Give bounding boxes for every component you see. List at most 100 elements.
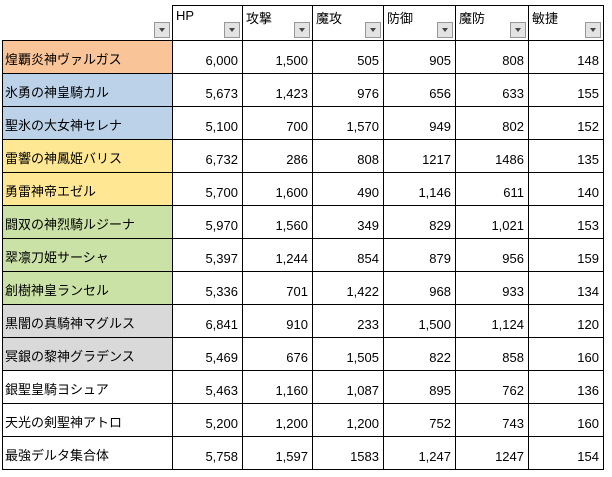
stat-value-cell[interactable]: 611 xyxy=(455,172,529,206)
stat-value-cell[interactable]: 701 xyxy=(242,271,313,305)
stat-value-cell[interactable]: 1,597 xyxy=(242,436,313,470)
stat-value-cell[interactable]: 822 xyxy=(383,337,456,371)
character-name-cell[interactable]: 煌覇炎神ヴァルガス xyxy=(2,40,173,74)
stat-value-cell[interactable]: 154 xyxy=(528,436,604,470)
character-name-cell[interactable]: 翠凛刀姫サーシャ xyxy=(2,238,173,272)
stat-value-cell[interactable]: 505 xyxy=(312,40,384,74)
stat-value-cell[interactable]: 656 xyxy=(383,73,456,107)
stat-value-cell[interactable]: 490 xyxy=(312,172,384,206)
stat-value-cell[interactable]: 895 xyxy=(383,370,456,404)
stat-value-cell[interactable]: 159 xyxy=(528,238,604,272)
stat-value-cell[interactable]: 1217 xyxy=(383,139,456,173)
corner-header-cell[interactable] xyxy=(2,5,173,41)
column-header-defense[interactable]: 防御 xyxy=(383,5,456,41)
stat-value-cell[interactable]: 152 xyxy=(528,106,604,140)
column-header-agility[interactable]: 敏捷 xyxy=(528,5,604,41)
stat-value-cell[interactable]: 976 xyxy=(312,73,384,107)
stat-value-cell[interactable]: 153 xyxy=(528,205,604,239)
stat-value-cell[interactable]: 5,200 xyxy=(172,403,243,437)
filter-dropdown-button[interactable] xyxy=(585,22,601,38)
character-name-cell[interactable]: 勇雷神帝エゼル xyxy=(2,172,173,206)
stat-value-cell[interactable]: 6,732 xyxy=(172,139,243,173)
character-name-cell[interactable]: 黒闇の真騎神マグルス xyxy=(2,304,173,338)
stat-value-cell[interactable]: 1,560 xyxy=(242,205,313,239)
stat-value-cell[interactable]: 1,160 xyxy=(242,370,313,404)
stat-value-cell[interactable]: 1,422 xyxy=(312,271,384,305)
stat-value-cell[interactable]: 136 xyxy=(528,370,604,404)
stat-value-cell[interactable]: 155 xyxy=(528,73,604,107)
stat-value-cell[interactable]: 286 xyxy=(242,139,313,173)
stat-value-cell[interactable]: 140 xyxy=(528,172,604,206)
stat-value-cell[interactable]: 134 xyxy=(528,271,604,305)
stat-value-cell[interactable]: 1,423 xyxy=(242,73,313,107)
stat-value-cell[interactable]: 808 xyxy=(455,40,529,74)
stat-value-cell[interactable]: 5,673 xyxy=(172,73,243,107)
filter-dropdown-button[interactable] xyxy=(154,22,170,38)
stat-value-cell[interactable]: 148 xyxy=(528,40,604,74)
stat-value-cell[interactable]: 1486 xyxy=(455,139,529,173)
stat-value-cell[interactable]: 879 xyxy=(383,238,456,272)
stat-value-cell[interactable]: 5,469 xyxy=(172,337,243,371)
character-name-cell[interactable]: 氷勇の神皇騎カル xyxy=(2,73,173,107)
character-name-cell[interactable]: 天光の剣聖神アトロ xyxy=(2,403,173,437)
column-header-magic-attack[interactable]: 魔攻 xyxy=(312,5,384,41)
stat-value-cell[interactable]: 1,146 xyxy=(383,172,456,206)
stat-value-cell[interactable]: 858 xyxy=(455,337,529,371)
character-name-cell[interactable]: 創樹神皇ランセル xyxy=(2,271,173,305)
character-name-cell[interactable]: 聖氷の大女神セレナ xyxy=(2,106,173,140)
column-header-magic-defense[interactable]: 魔防 xyxy=(455,5,529,41)
stat-value-cell[interactable]: 1,200 xyxy=(242,403,313,437)
stat-value-cell[interactable]: 1,600 xyxy=(242,172,313,206)
filter-dropdown-button[interactable] xyxy=(224,22,240,38)
stat-value-cell[interactable]: 349 xyxy=(312,205,384,239)
stat-value-cell[interactable]: 5,700 xyxy=(172,172,243,206)
stat-value-cell[interactable]: 1,200 xyxy=(312,403,384,437)
character-name-cell[interactable]: 最強デルタ集合体 xyxy=(2,436,173,470)
filter-dropdown-button[interactable] xyxy=(510,22,526,38)
stat-value-cell[interactable]: 233 xyxy=(312,304,384,338)
stat-value-cell[interactable]: 1,505 xyxy=(312,337,384,371)
stat-value-cell[interactable]: 1583 xyxy=(312,436,384,470)
stat-value-cell[interactable]: 6,000 xyxy=(172,40,243,74)
stat-value-cell[interactable]: 933 xyxy=(455,271,529,305)
stat-value-cell[interactable]: 949 xyxy=(383,106,456,140)
stat-value-cell[interactable]: 1,021 xyxy=(455,205,529,239)
stat-value-cell[interactable]: 968 xyxy=(383,271,456,305)
stat-value-cell[interactable]: 5,463 xyxy=(172,370,243,404)
stat-value-cell[interactable]: 1,124 xyxy=(455,304,529,338)
stat-value-cell[interactable]: 743 xyxy=(455,403,529,437)
stat-value-cell[interactable]: 5,758 xyxy=(172,436,243,470)
character-name-cell[interactable]: 雷響の神鳳姫バリス xyxy=(2,139,173,173)
stat-value-cell[interactable]: 160 xyxy=(528,337,604,371)
stat-value-cell[interactable]: 1,500 xyxy=(383,304,456,338)
stat-value-cell[interactable]: 752 xyxy=(383,403,456,437)
stat-value-cell[interactable]: 1,087 xyxy=(312,370,384,404)
stat-value-cell[interactable]: 802 xyxy=(455,106,529,140)
stat-value-cell[interactable]: 6,841 xyxy=(172,304,243,338)
stat-value-cell[interactable]: 1,244 xyxy=(242,238,313,272)
stat-value-cell[interactable]: 1,500 xyxy=(242,40,313,74)
stat-value-cell[interactable]: 829 xyxy=(383,205,456,239)
stat-value-cell[interactable]: 1,570 xyxy=(312,106,384,140)
stat-value-cell[interactable]: 910 xyxy=(242,304,313,338)
column-header-attack[interactable]: 攻撃 xyxy=(242,5,313,41)
stat-value-cell[interactable]: 633 xyxy=(455,73,529,107)
stat-value-cell[interactable]: 160 xyxy=(528,403,604,437)
stat-value-cell[interactable]: 135 xyxy=(528,139,604,173)
character-name-cell[interactable]: 銀聖皇騎ヨシュア xyxy=(2,370,173,404)
stat-value-cell[interactable]: 5,397 xyxy=(172,238,243,272)
column-header-hp[interactable]: HP xyxy=(172,5,243,41)
stat-value-cell[interactable]: 700 xyxy=(242,106,313,140)
stat-value-cell[interactable]: 854 xyxy=(312,238,384,272)
stat-value-cell[interactable]: 905 xyxy=(383,40,456,74)
stat-value-cell[interactable]: 5,100 xyxy=(172,106,243,140)
character-name-cell[interactable]: 冥銀の黎神グラデンス xyxy=(2,337,173,371)
stat-value-cell[interactable]: 808 xyxy=(312,139,384,173)
filter-dropdown-button[interactable] xyxy=(365,22,381,38)
stat-value-cell[interactable]: 5,970 xyxy=(172,205,243,239)
stat-value-cell[interactable]: 5,336 xyxy=(172,271,243,305)
stat-value-cell[interactable]: 1247 xyxy=(455,436,529,470)
stat-value-cell[interactable]: 1,247 xyxy=(383,436,456,470)
filter-dropdown-button[interactable] xyxy=(294,22,310,38)
filter-dropdown-button[interactable] xyxy=(437,22,453,38)
